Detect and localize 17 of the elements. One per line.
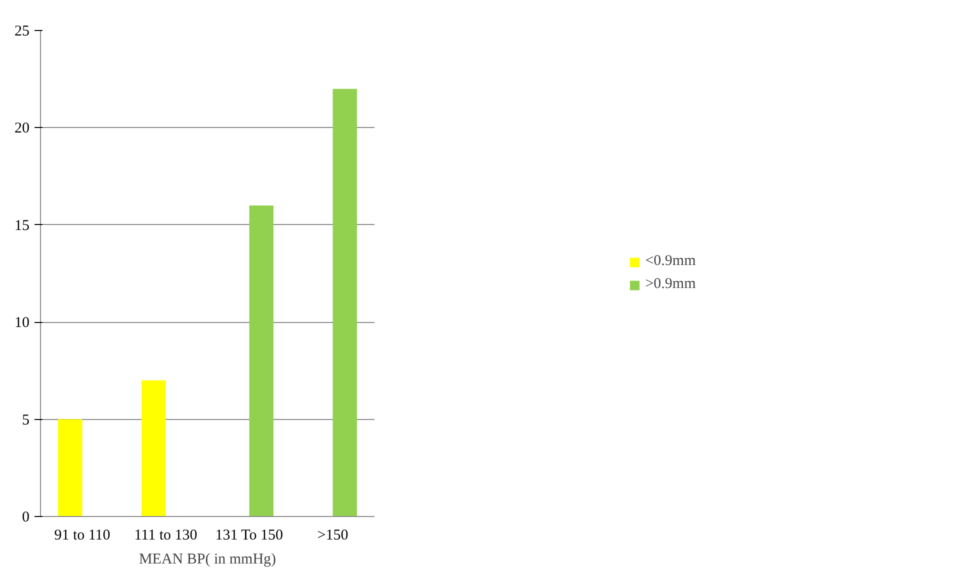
legend-label: <0.9mm: [645, 253, 696, 270]
y-tick-label: 20: [14, 120, 30, 137]
x-tick-label: 111 to 130: [134, 528, 198, 544]
x-tick-label: 131 To 150: [215, 528, 284, 544]
y-tick-label: 25: [14, 24, 30, 40]
y-tick-label: 15: [14, 218, 30, 234]
bar: [249, 205, 274, 516]
y-tick-label: 10: [14, 315, 30, 332]
bar: [332, 88, 357, 516]
x-tick-label: >150: [317, 528, 348, 544]
x-axis-title: MEAN BP( in mmHg): [138, 552, 276, 568]
x-tick-label: 91 to 110: [54, 528, 110, 544]
y-tick-label: 0: [22, 510, 30, 526]
bar: [58, 419, 82, 516]
legend-label: >0.9mm: [645, 276, 696, 293]
bar: [142, 380, 166, 516]
y-tick-label: 5: [22, 412, 30, 428]
